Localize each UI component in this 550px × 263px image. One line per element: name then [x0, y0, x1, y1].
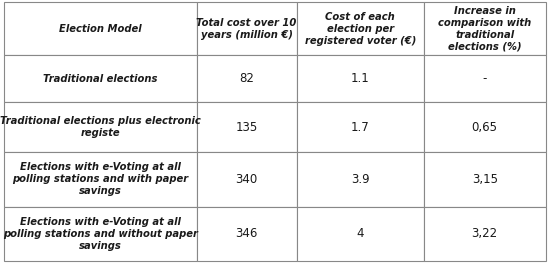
Bar	[4, 102, 196, 152]
Text: 3,22: 3,22	[472, 227, 498, 240]
Bar	[296, 206, 424, 261]
Bar	[296, 55, 424, 102]
Bar	[424, 152, 546, 206]
Text: Elections with e-Voting at all
polling stations and without paper
savings: Elections with e-Voting at all polling s…	[3, 217, 198, 251]
Bar	[424, 55, 546, 102]
Text: Increase in
comparison with
traditional
elections (%): Increase in comparison with traditional …	[438, 6, 531, 52]
Text: 4: 4	[356, 227, 364, 240]
Text: 0,65: 0,65	[472, 121, 498, 134]
Text: 340: 340	[235, 173, 258, 186]
Text: 82: 82	[239, 72, 254, 85]
Bar	[296, 102, 424, 152]
Text: Total cost over 10
years (million €): Total cost over 10 years (million €)	[196, 18, 297, 39]
Bar	[424, 206, 546, 261]
Bar	[196, 152, 296, 206]
Text: Election Model: Election Model	[59, 24, 142, 34]
Text: 1.1: 1.1	[351, 72, 370, 85]
Text: Elections with e-Voting at all
polling stations and with paper
savings: Elections with e-Voting at all polling s…	[13, 162, 189, 196]
Text: 3.9: 3.9	[351, 173, 370, 186]
Bar	[196, 102, 296, 152]
Text: 135: 135	[235, 121, 258, 134]
Bar	[4, 2, 196, 55]
Bar	[196, 206, 296, 261]
Bar	[196, 2, 296, 55]
Bar	[196, 55, 296, 102]
Text: 3,15: 3,15	[472, 173, 498, 186]
Text: -: -	[482, 72, 487, 85]
Bar	[4, 206, 196, 261]
Bar	[424, 102, 546, 152]
Bar	[296, 152, 424, 206]
Text: Cost of each
election per
registered voter (€): Cost of each election per registered vot…	[305, 12, 416, 45]
Text: 1.7: 1.7	[351, 121, 370, 134]
Bar	[424, 2, 546, 55]
Text: 346: 346	[235, 227, 258, 240]
Text: Traditional elections plus electronic
registe: Traditional elections plus electronic re…	[0, 116, 201, 138]
Bar	[296, 2, 424, 55]
Bar	[4, 55, 196, 102]
Bar	[4, 152, 196, 206]
Text: Traditional elections: Traditional elections	[43, 74, 158, 84]
